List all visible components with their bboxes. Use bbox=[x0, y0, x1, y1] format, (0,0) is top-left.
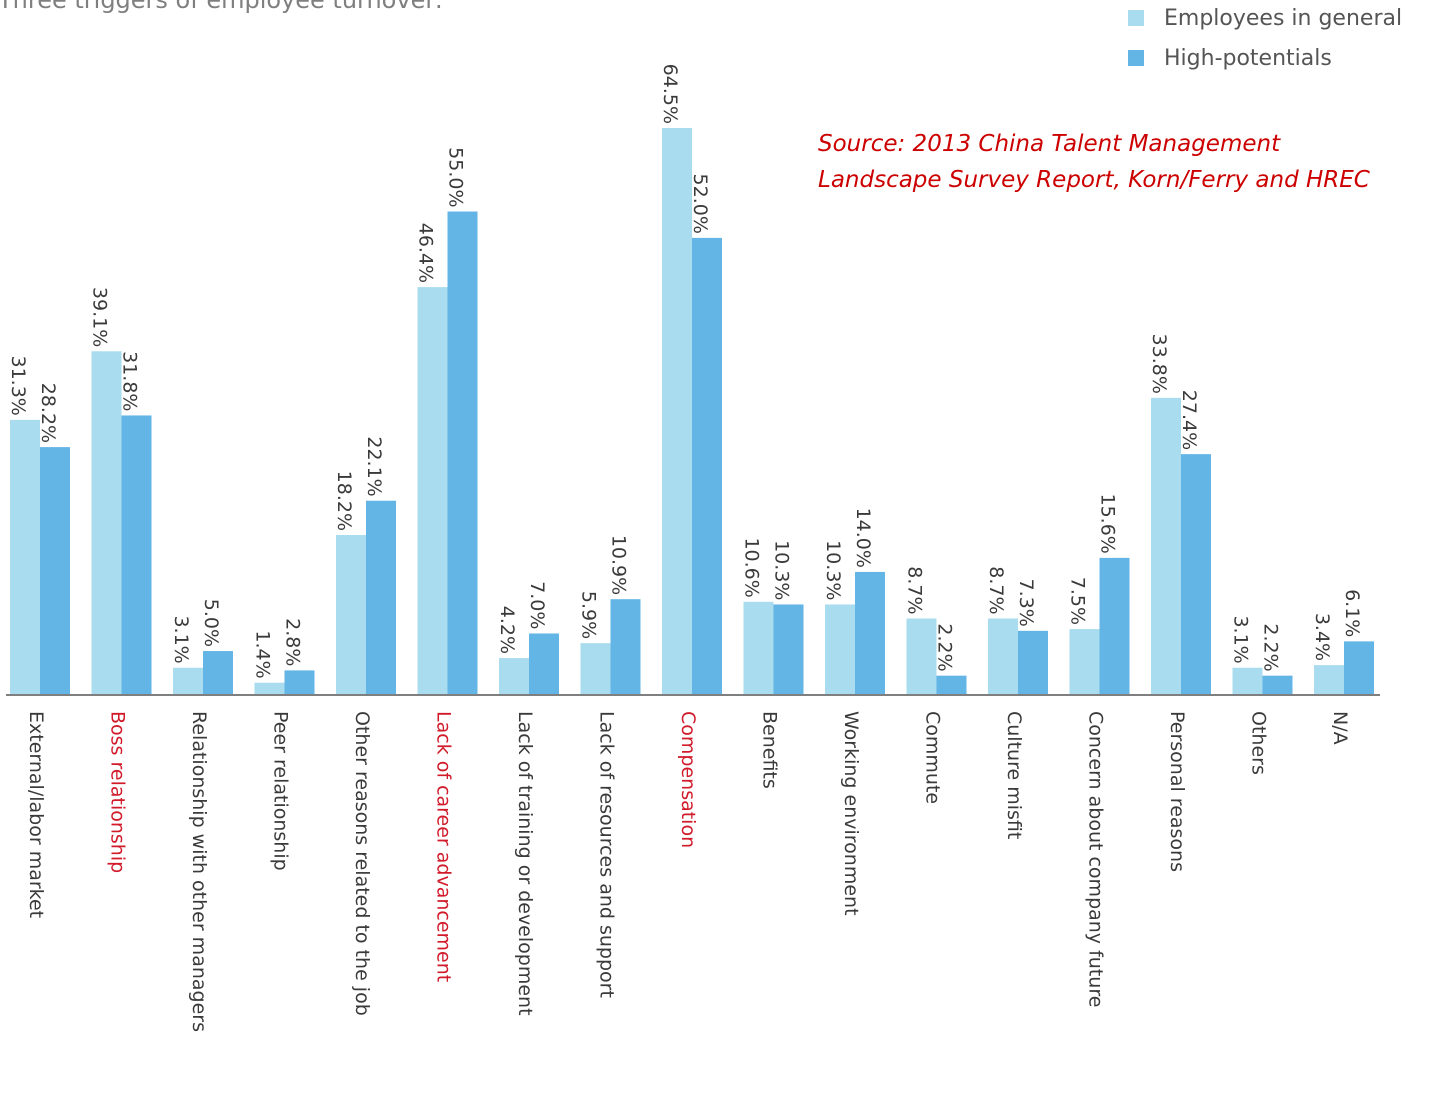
value-label: 8.7% bbox=[985, 566, 1007, 614]
category-label: Other reasons related to the job bbox=[351, 711, 373, 1016]
category-label: Personal reasons bbox=[1166, 711, 1188, 872]
bar-high-potentials bbox=[529, 633, 559, 695]
value-label: 3.1% bbox=[1230, 615, 1252, 663]
value-label: 31.3% bbox=[7, 355, 29, 415]
bar-employees bbox=[1069, 629, 1100, 695]
legend-swatch-high-potentials bbox=[1128, 50, 1144, 66]
value-label: 31.8% bbox=[119, 351, 141, 411]
value-label: 1.4% bbox=[252, 630, 274, 678]
value-label: 7.3% bbox=[1015, 579, 1037, 627]
bar-employees bbox=[580, 643, 611, 695]
chart-legend: Employees in general High-potentials bbox=[1128, 4, 1402, 84]
bar-high-potentials bbox=[692, 237, 722, 695]
legend-swatch-employees bbox=[1128, 10, 1144, 26]
bar-employees bbox=[10, 419, 40, 695]
value-label: 10.6% bbox=[741, 537, 763, 597]
value-label: 46.4% bbox=[415, 223, 437, 283]
bar-high-potentials bbox=[1262, 675, 1293, 695]
category-label: Relationship with other managers bbox=[188, 711, 210, 1032]
value-label: 3.4% bbox=[1311, 613, 1333, 661]
category-label: Commute bbox=[922, 711, 944, 804]
bar-employees bbox=[254, 682, 285, 695]
bar-employees bbox=[1151, 397, 1181, 695]
value-label: 22.1% bbox=[363, 436, 385, 496]
source-line-1: Source: 2013 China Talent Management bbox=[818, 131, 1281, 157]
bar-employees bbox=[906, 618, 937, 695]
value-label: 14.0% bbox=[852, 508, 874, 568]
bar-high-potentials bbox=[855, 571, 885, 695]
value-label: 2.2% bbox=[1260, 623, 1282, 671]
value-label: 10.3% bbox=[822, 540, 844, 600]
category-label: Boss relationship bbox=[107, 711, 129, 873]
category-label: Others bbox=[1248, 711, 1270, 775]
bar-employees bbox=[499, 658, 529, 695]
bar-high-potentials bbox=[1099, 557, 1130, 695]
legend-label-high-potentials: High-potentials bbox=[1164, 45, 1332, 71]
value-label: 18.2% bbox=[333, 471, 355, 531]
value-label: 5.0% bbox=[200, 599, 222, 647]
value-label: 10.9% bbox=[608, 535, 630, 595]
bar-high-potentials bbox=[1018, 630, 1048, 695]
category-label: N/A bbox=[1329, 711, 1351, 745]
bar-employees bbox=[336, 535, 366, 695]
value-label: 8.7% bbox=[904, 566, 926, 614]
legend-item-employees: Employees in general bbox=[1128, 4, 1402, 32]
category-label: Lack of career advancement bbox=[433, 711, 455, 982]
value-label: 6.1% bbox=[1341, 589, 1363, 637]
bar-employees bbox=[417, 287, 448, 695]
bar-high-potentials bbox=[40, 447, 70, 695]
value-label: 3.1% bbox=[170, 615, 192, 663]
bar-high-potentials bbox=[366, 500, 396, 695]
value-label: 27.4% bbox=[1178, 390, 1200, 450]
value-label: 28.2% bbox=[37, 383, 59, 443]
source-line-2: Landscape Survey Report, Korn/Ferry and … bbox=[818, 167, 1370, 193]
value-label: 39.1% bbox=[89, 287, 111, 347]
value-label: 2.8% bbox=[282, 618, 304, 666]
bar-employees bbox=[662, 128, 692, 695]
value-label: 10.3% bbox=[771, 540, 793, 600]
category-label: External/labor market bbox=[25, 711, 47, 918]
source-note: Source: 2013 China Talent Management Lan… bbox=[818, 126, 1370, 198]
bar-employees bbox=[173, 667, 203, 695]
category-label: Compensation bbox=[677, 711, 699, 848]
bar-employees bbox=[1314, 665, 1344, 695]
bar-high-potentials bbox=[610, 599, 641, 695]
value-label: 64.5% bbox=[659, 64, 681, 124]
bar-high-potentials bbox=[773, 604, 804, 695]
category-label: Concern about company future bbox=[1085, 711, 1107, 1007]
value-label: 52.0% bbox=[689, 174, 711, 234]
category-label: Lack of resources and support bbox=[596, 711, 618, 998]
category-label: Peer relationship bbox=[270, 711, 292, 871]
bar-employees bbox=[91, 351, 122, 695]
bar-high-potentials bbox=[203, 651, 233, 695]
value-label: 5.9% bbox=[578, 591, 600, 639]
bar-high-potentials bbox=[936, 675, 967, 695]
bar-high-potentials bbox=[284, 670, 315, 695]
category-label: Lack of training or development bbox=[514, 711, 536, 1016]
category-label: Working environment bbox=[840, 711, 862, 916]
legend-item-high-potentials: High-potentials bbox=[1128, 44, 1402, 72]
value-label: 33.8% bbox=[1148, 334, 1170, 394]
legend-label-employees: Employees in general bbox=[1164, 5, 1403, 31]
bar-employees bbox=[988, 618, 1018, 695]
bar-employees bbox=[825, 604, 855, 695]
bar-high-potentials bbox=[121, 415, 152, 695]
value-label: 2.2% bbox=[934, 623, 956, 671]
value-label: 7.5% bbox=[1067, 577, 1089, 625]
bar-high-potentials bbox=[447, 211, 478, 695]
bar-high-potentials bbox=[1181, 454, 1211, 695]
value-label: 7.0% bbox=[526, 581, 548, 629]
value-label: 4.2% bbox=[496, 606, 518, 654]
category-label: Culture misfit bbox=[1003, 711, 1025, 839]
chart-title-fragment: Three triggers of employee turnover: bbox=[0, 0, 443, 14]
bar-high-potentials bbox=[1344, 641, 1374, 695]
bar-employees bbox=[1232, 667, 1263, 695]
value-label: 15.6% bbox=[1097, 494, 1119, 554]
category-label: Benefits bbox=[759, 711, 781, 789]
value-label: 55.0% bbox=[445, 147, 467, 207]
bar-employees bbox=[743, 601, 774, 695]
